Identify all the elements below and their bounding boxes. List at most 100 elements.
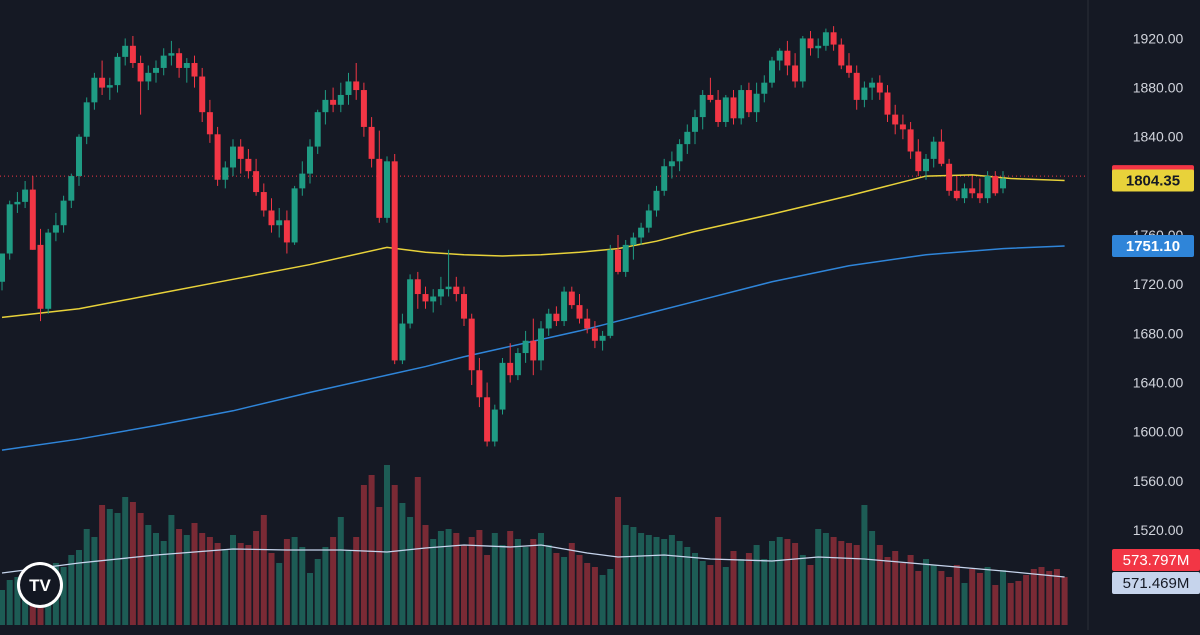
candle-body xyxy=(76,136,82,177)
candle xyxy=(206,99,213,143)
candle-body xyxy=(422,294,429,302)
candle-body xyxy=(761,82,768,94)
candle-body xyxy=(522,340,529,354)
candle xyxy=(353,63,360,100)
candle-body xyxy=(29,189,36,250)
volume-bar xyxy=(114,513,121,625)
candle-body xyxy=(607,249,614,336)
candle xyxy=(129,35,136,68)
candle-body xyxy=(114,56,121,86)
volume-bar xyxy=(792,543,799,625)
candle-body xyxy=(445,286,452,290)
candle-body xyxy=(484,397,491,442)
candle xyxy=(183,58,190,83)
candle xyxy=(330,87,337,113)
candle xyxy=(684,124,691,154)
candle xyxy=(615,235,621,275)
candle-body xyxy=(915,151,922,172)
candle-body xyxy=(745,90,752,113)
candle-body xyxy=(183,63,190,68)
candle xyxy=(776,48,783,71)
candle-body xyxy=(707,94,714,100)
candle-body xyxy=(299,173,306,189)
candle xyxy=(291,185,298,245)
candle xyxy=(830,26,837,51)
candle-body xyxy=(530,340,537,361)
candle-body xyxy=(568,291,575,306)
candle xyxy=(553,306,560,326)
volume-bar xyxy=(807,565,814,625)
candle xyxy=(899,114,906,140)
candle-body xyxy=(291,188,298,243)
candle-body xyxy=(969,188,976,194)
candle-body xyxy=(722,97,729,122)
candle-body xyxy=(645,210,652,228)
candle-body xyxy=(260,192,267,211)
candle xyxy=(453,276,460,302)
candle xyxy=(522,330,529,363)
candle-body xyxy=(330,99,337,105)
volume-bar xyxy=(838,541,845,625)
candle xyxy=(607,244,614,339)
volume-ma-line xyxy=(1,544,1065,578)
candle xyxy=(106,77,113,100)
candle-body xyxy=(199,76,206,113)
candle xyxy=(676,139,683,172)
candle-body xyxy=(753,93,760,113)
candle-body xyxy=(961,188,968,199)
candle xyxy=(76,134,82,186)
volume-bar xyxy=(214,543,221,625)
candle xyxy=(1000,171,1006,194)
candle xyxy=(822,28,829,51)
volume-bar xyxy=(715,517,722,625)
candle xyxy=(461,286,467,326)
y-tick-label: 1880.00 xyxy=(1133,80,1184,96)
candle xyxy=(568,286,575,309)
volume-bar xyxy=(230,535,236,625)
candle-body xyxy=(360,90,367,127)
volume-bar xyxy=(153,533,159,625)
volume-bar xyxy=(699,561,706,625)
volume-bar xyxy=(1061,577,1068,625)
candle-body xyxy=(122,45,129,57)
volume-bar xyxy=(260,515,267,625)
candle xyxy=(861,81,868,108)
candle-body xyxy=(91,77,98,103)
volume-bar xyxy=(222,549,229,625)
candle-body xyxy=(668,161,675,167)
volume-bar xyxy=(846,543,852,625)
volume-bar xyxy=(1015,581,1022,625)
volume-bar xyxy=(784,539,791,625)
volume-bar xyxy=(992,585,999,625)
candle xyxy=(68,173,75,209)
volume-bar xyxy=(199,533,206,625)
candle xyxy=(153,60,159,83)
candle xyxy=(307,139,313,184)
y-tick-label: 1680.00 xyxy=(1133,325,1184,341)
candle-body xyxy=(899,124,906,130)
volume-bar xyxy=(299,547,306,625)
candle xyxy=(645,204,652,233)
volume-bar xyxy=(522,547,529,625)
volume-bar xyxy=(368,475,375,625)
candle-body xyxy=(507,362,514,376)
volume-bar xyxy=(545,545,552,625)
candle xyxy=(730,90,737,125)
volume-bar xyxy=(407,517,414,625)
candle-body xyxy=(191,63,198,77)
candle-body xyxy=(984,176,991,199)
candle xyxy=(923,153,929,180)
y-tick-label: 1720.00 xyxy=(1133,276,1184,292)
volume-bar xyxy=(60,567,67,625)
candle-body xyxy=(838,44,845,66)
candle xyxy=(938,129,945,167)
volume-bar xyxy=(330,537,337,625)
volume-bar xyxy=(137,513,144,625)
candle xyxy=(876,75,883,100)
volume-bar xyxy=(815,529,822,625)
candle xyxy=(699,90,706,130)
candle-body xyxy=(384,161,390,218)
candle xyxy=(491,404,498,447)
candle-body xyxy=(684,131,691,145)
